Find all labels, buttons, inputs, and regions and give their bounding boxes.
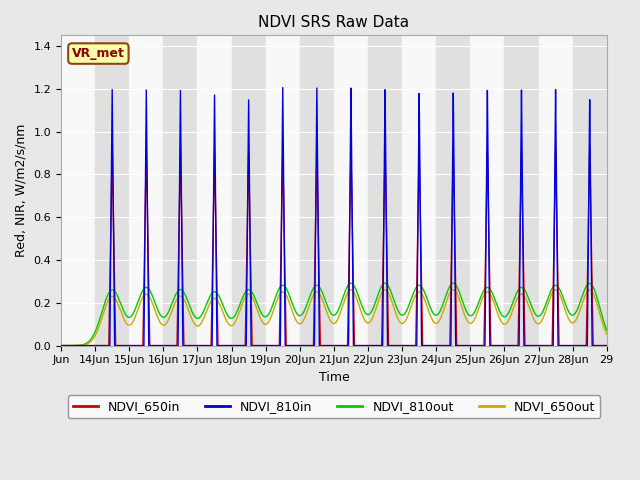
Bar: [95, 36, 129, 346]
Bar: [470, 36, 504, 346]
Bar: [61, 36, 95, 346]
Bar: [198, 36, 232, 346]
Bar: [402, 36, 436, 346]
Bar: [334, 36, 368, 346]
Bar: [504, 36, 538, 346]
Bar: [129, 36, 163, 346]
Legend: NDVI_650in, NDVI_810in, NDVI_810out, NDVI_650out: NDVI_650in, NDVI_810in, NDVI_810out, NDV…: [68, 396, 600, 418]
Title: NDVI SRS Raw Data: NDVI SRS Raw Data: [259, 15, 410, 30]
Bar: [300, 36, 334, 346]
X-axis label: Time: Time: [319, 371, 349, 384]
Text: VR_met: VR_met: [72, 47, 125, 60]
Bar: [163, 36, 198, 346]
Bar: [538, 36, 573, 346]
Bar: [266, 36, 300, 346]
Bar: [368, 36, 402, 346]
Y-axis label: Red, NIR, W/m2/s/nm: Red, NIR, W/m2/s/nm: [15, 124, 28, 257]
Bar: [232, 36, 266, 346]
Bar: [436, 36, 470, 346]
Bar: [573, 36, 607, 346]
